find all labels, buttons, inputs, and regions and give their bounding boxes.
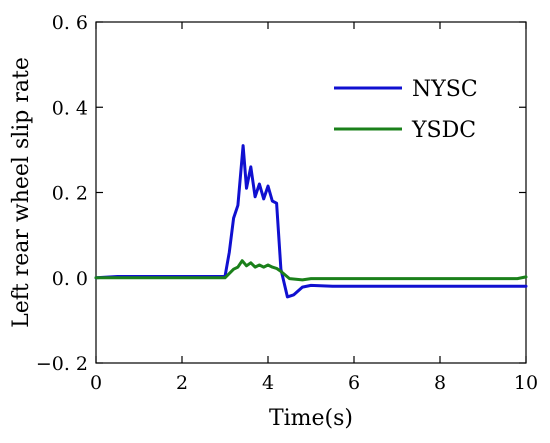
y-tick-label: 0. 6 <box>52 12 88 34</box>
y-tick-label: 0. 0 <box>52 268 88 290</box>
y-tick-label: 0. 2 <box>52 183 88 205</box>
legend: NYSC YSDC <box>334 77 478 143</box>
legend-label-ysdc: YSDC <box>411 118 476 143</box>
y-ticks: −0. 2 0. 0 0. 2 0. 4 0. 6 <box>36 12 526 375</box>
legend-label-nysc: NYSC <box>412 77 478 102</box>
x-axis-label: Time(s) <box>269 406 353 431</box>
x-ticks: 0 2 4 6 8 10 <box>90 22 538 394</box>
series-group <box>94 144 528 299</box>
x-tick-label: 8 <box>434 372 446 394</box>
y-tick-label: 0. 4 <box>52 97 88 119</box>
series-line-nysc <box>94 144 528 299</box>
x-tick-label: 0 <box>90 372 102 394</box>
y-axis-label: Left rear wheel slip rate <box>9 57 34 328</box>
x-tick-label: 4 <box>262 372 274 394</box>
x-tick-label: 2 <box>176 372 188 394</box>
y-tick-label: −0. 2 <box>36 353 88 375</box>
plot-frame <box>95 21 527 364</box>
x-tick-label: 6 <box>348 372 360 394</box>
x-tick-label: 10 <box>514 372 538 394</box>
series-line-ysdc <box>94 259 528 282</box>
plot-border <box>95 21 527 364</box>
